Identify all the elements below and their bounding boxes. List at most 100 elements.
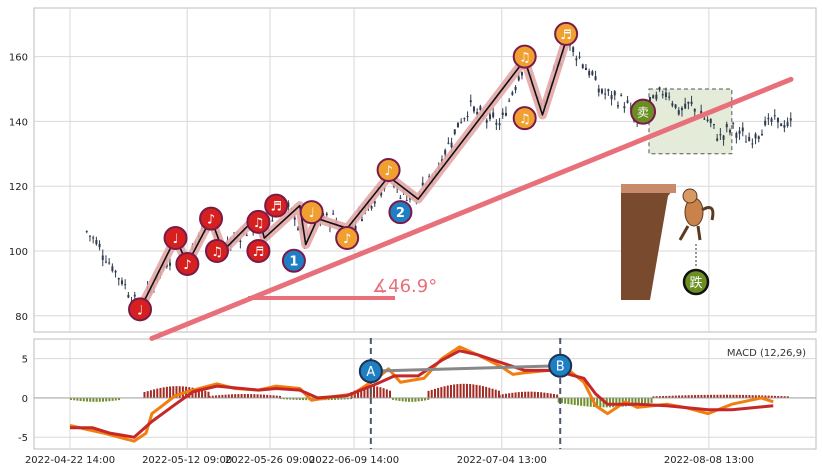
candle-body [706, 119, 709, 122]
candle-body [293, 217, 296, 220]
wave-marker-label: ♫ [211, 245, 223, 260]
macd-histogram-bar [564, 397, 567, 404]
macd-histogram-bar [738, 394, 741, 398]
macd-histogram-bar [713, 394, 716, 398]
macd-legend: MACD (12,26,9) [727, 348, 806, 359]
macd-histogram-bar [735, 394, 738, 398]
macd-histogram-bar [259, 394, 262, 398]
macd-histogram-bar [777, 395, 780, 398]
macd-histogram-bar [583, 397, 586, 407]
divergence-marker-label: A [366, 365, 375, 380]
macd-histogram-bar [211, 395, 214, 398]
candle-body [514, 86, 517, 91]
wave-marker [554, 21, 579, 46]
macd-histogram-bar [706, 394, 709, 398]
macd-histogram-bar [214, 395, 217, 398]
macd-histogram-bar [79, 397, 82, 402]
macd-histogram-bar [783, 396, 786, 398]
macd-histogram-bar [786, 396, 789, 398]
macd-histogram-bar [469, 384, 472, 398]
candle-body [674, 104, 677, 108]
candle-body [501, 112, 504, 116]
macd-histogram-bar [301, 397, 304, 401]
macd-histogram-bar [201, 389, 204, 398]
macd-histogram-bar [430, 389, 433, 398]
macd-histogram-bar [240, 394, 243, 398]
macd-histogram-bar [533, 391, 536, 398]
macd-histogram-bar [266, 394, 269, 398]
candle-body [671, 103, 674, 106]
candle-body [668, 96, 671, 98]
candle-body [677, 110, 680, 115]
candle-body [447, 142, 450, 144]
candle-body [748, 136, 751, 142]
macd-histogram-bar [437, 387, 440, 398]
macd-histogram-bar [89, 397, 92, 402]
macd-histogram-bar [156, 388, 159, 398]
macd-histogram-bar [385, 389, 388, 398]
macd-histogram-bar [722, 394, 725, 398]
macd-histogram-bar [404, 397, 407, 402]
wave-marker [376, 158, 401, 182]
macd-histogram-bar [742, 394, 745, 398]
candle-body [716, 138, 719, 141]
macd-histogram-bar [446, 385, 449, 398]
wave-marker-label: ♪ [384, 164, 392, 179]
candle-body [738, 130, 741, 134]
macd-histogram-bar [612, 397, 615, 408]
candle-body [751, 143, 754, 145]
candle-body [511, 92, 514, 95]
candle-body [773, 115, 776, 117]
macd-histogram-bar [767, 395, 770, 398]
wave-marker-label: ♪ [207, 213, 215, 228]
candle-body [680, 107, 683, 111]
wave-marker-label: ♩ [137, 303, 143, 318]
cliff-top [621, 184, 676, 193]
candle-body [588, 70, 591, 76]
macd-histogram-bar [540, 392, 543, 398]
macd-histogram-bar [395, 397, 398, 401]
macd-histogram-bar [208, 395, 211, 398]
candle-body [271, 220, 274, 222]
candle-body [581, 64, 584, 68]
candle-body [469, 100, 472, 103]
macd-histogram-bar [527, 391, 530, 398]
divergence-line [370, 364, 561, 373]
candle-body [652, 95, 655, 99]
macd-histogram-bar [650, 397, 653, 403]
candle-body [754, 133, 757, 139]
candle-body [325, 213, 328, 216]
macd-histogram-bar [608, 397, 611, 408]
x-tick-label: 2022-04-22 14:00 [25, 455, 115, 466]
candle-body [783, 125, 786, 128]
candle-body [485, 120, 488, 123]
macd-histogram-bar [408, 397, 411, 402]
macd-histogram-bar [524, 391, 527, 398]
candle-body [623, 106, 626, 109]
y-tick-label: 120 [9, 182, 28, 193]
wave-marker-label: ♫ [519, 112, 531, 127]
candle-body [114, 270, 117, 273]
fall-marker-label: 跌 [689, 275, 702, 291]
wave-marker-label: ♪ [343, 232, 351, 247]
candle-body [776, 117, 779, 123]
candle-body [399, 197, 402, 199]
macd-histogram-bar [105, 397, 108, 402]
wave-marker [388, 200, 413, 225]
candle-body [504, 112, 507, 116]
macd-histogram-bar [719, 394, 722, 398]
macd-histogram-bar [295, 397, 298, 400]
candle-body [690, 101, 693, 104]
wave-marker [246, 239, 271, 263]
macd-histogram-bar [573, 397, 576, 406]
candle-body [120, 280, 123, 285]
y-tick-label: 100 [9, 247, 28, 258]
candle-body [610, 95, 613, 100]
candle-body [613, 91, 616, 96]
macd-histogram-bar [379, 387, 382, 398]
macd-histogram-bar [143, 392, 146, 398]
macd-histogram-bar [234, 394, 237, 398]
macd-histogram-bar [162, 387, 165, 398]
candle-body [664, 92, 667, 97]
macd-histogram-bar [764, 395, 767, 398]
